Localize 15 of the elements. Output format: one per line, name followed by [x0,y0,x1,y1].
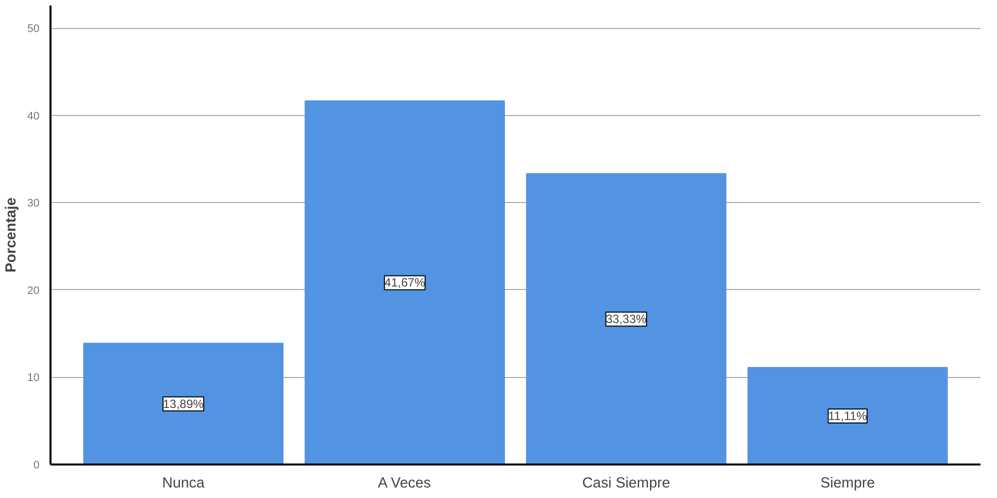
y-tick-label: 10 [27,372,40,384]
y-tick-label: 40 [27,110,40,122]
bar [83,342,284,464]
x-tick-label: Casi Siempre [582,476,670,492]
x-tick-label: A Veces [378,476,431,492]
bar [304,100,505,464]
y-tick-label: 0 [33,460,40,472]
y-tick-label: 30 [27,198,40,210]
x-tick-label: Siempre [820,476,875,492]
x-tick-label: Nunca [162,476,206,492]
bar [526,173,726,464]
bar [748,367,948,464]
y-axis-title: Porcentaje [3,198,20,272]
y-tick-label: 50 [27,23,40,36]
y-tick-label: 20 [27,284,40,297]
